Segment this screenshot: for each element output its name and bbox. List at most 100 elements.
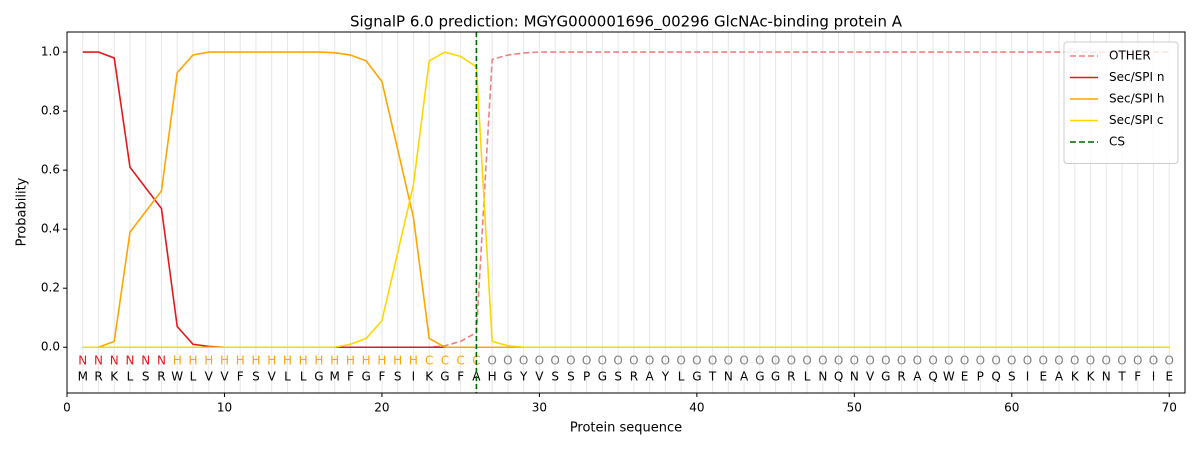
region-label: H xyxy=(283,354,292,368)
y-tick-label: 0.4 xyxy=(41,222,60,236)
region-label: O xyxy=(692,354,701,368)
residue-label: H xyxy=(488,370,497,384)
region-label: O xyxy=(519,354,528,368)
residue-label: S xyxy=(394,370,402,384)
residue-label: V xyxy=(220,370,229,384)
x-axis-label: Protein sequence xyxy=(570,421,682,436)
residue-label: A xyxy=(740,370,749,384)
residue-label: L xyxy=(300,370,307,384)
region-label: H xyxy=(314,354,323,368)
region-label: H xyxy=(204,354,213,368)
region-label: O xyxy=(991,354,1000,368)
region-label: H xyxy=(251,354,260,368)
region-label: N xyxy=(141,354,150,368)
region-label: H xyxy=(346,354,355,368)
residue-label: N xyxy=(1102,370,1111,384)
region-label: H xyxy=(377,354,386,368)
plot-frame xyxy=(66,31,1186,394)
region-label: O xyxy=(582,354,591,368)
region-label: C xyxy=(425,354,433,368)
x-tick-label: 10 xyxy=(217,401,232,415)
region-label: O xyxy=(535,354,544,368)
region-label: O xyxy=(1054,354,1063,368)
residue-label: F xyxy=(1134,370,1141,384)
residue-label: R xyxy=(94,370,102,384)
residue-label: F xyxy=(237,370,244,384)
residue-label: A xyxy=(1055,370,1064,384)
region-label: O xyxy=(865,354,874,368)
region-label: H xyxy=(173,354,182,368)
region-label: O xyxy=(676,354,685,368)
region-label: H xyxy=(236,354,245,368)
region-label: O xyxy=(503,354,512,368)
region-label: O xyxy=(1023,354,1032,368)
legend-label: OTHER xyxy=(1109,49,1151,63)
region-label: H xyxy=(409,354,418,368)
residue-label: G xyxy=(881,370,890,384)
region-label: O xyxy=(755,354,764,368)
region-label: N xyxy=(110,354,119,368)
residue-label: A xyxy=(913,370,922,384)
region-label: O xyxy=(818,354,827,368)
region-label: O xyxy=(598,354,607,368)
residue-label: I xyxy=(412,370,416,384)
residue-label: G xyxy=(692,370,701,384)
residue-label: M xyxy=(330,370,340,384)
residue-label: V xyxy=(205,370,214,384)
region-label: O xyxy=(1165,354,1174,368)
residue-label: P xyxy=(977,370,984,384)
residue-label: L xyxy=(190,370,197,384)
series-line xyxy=(82,51,1170,349)
residue-label: E xyxy=(1165,370,1173,384)
region-label: O xyxy=(1102,354,1111,368)
residue-label: L xyxy=(804,370,811,384)
residue-label: S xyxy=(614,370,622,384)
region-label: O xyxy=(629,354,638,368)
region-label: O xyxy=(566,354,575,368)
residue-label: S xyxy=(567,370,575,384)
region-label: H xyxy=(299,354,308,368)
legend: OTHER Sec/SPI n Sec/SPI h Sec/SPI c CS xyxy=(1063,41,1179,164)
residue-label: R xyxy=(630,370,638,384)
residue-label: G xyxy=(440,370,449,384)
region-label: C xyxy=(441,354,449,368)
residue-label: L xyxy=(127,370,134,384)
series-line xyxy=(82,51,1170,349)
residue-label: I xyxy=(1026,370,1030,384)
region-label: O xyxy=(661,354,670,368)
region-label: H xyxy=(220,354,229,368)
region-label: O xyxy=(771,354,780,368)
residue-label: V xyxy=(866,370,875,384)
residue-label: K xyxy=(1087,370,1096,384)
residue-label: A xyxy=(646,370,655,384)
region-label: O xyxy=(1117,354,1126,368)
legend-label: Sec/SPI c xyxy=(1109,113,1163,127)
residue-label: G xyxy=(755,370,764,384)
residue-label: G xyxy=(314,370,323,384)
residue-label: S xyxy=(1008,370,1016,384)
residue-label: Y xyxy=(661,370,670,384)
region-label: H xyxy=(267,354,276,368)
residue-label: G xyxy=(362,370,371,384)
x-tick-label: 50 xyxy=(847,401,862,415)
y-axis-label: Probability xyxy=(15,177,30,246)
region-label: H xyxy=(188,354,197,368)
region-label: H xyxy=(362,354,371,368)
residue-label: F xyxy=(457,370,464,384)
region-label: O xyxy=(613,354,622,368)
residue-label: E xyxy=(1039,370,1047,384)
region-label: H xyxy=(393,354,402,368)
residue-label: R xyxy=(787,370,795,384)
region-label: N xyxy=(125,354,134,368)
residue-label: L xyxy=(284,370,291,384)
region-label: N xyxy=(78,354,87,368)
region-label: O xyxy=(645,354,654,368)
residue-label: S xyxy=(551,370,559,384)
y-tick-label: 1.0 xyxy=(41,45,60,59)
residue-label: Q xyxy=(834,370,843,384)
region-label: O xyxy=(928,354,937,368)
residue-label: N xyxy=(850,370,859,384)
region-label: O xyxy=(1007,354,1016,368)
y-tick-label: 0.8 xyxy=(41,104,60,118)
